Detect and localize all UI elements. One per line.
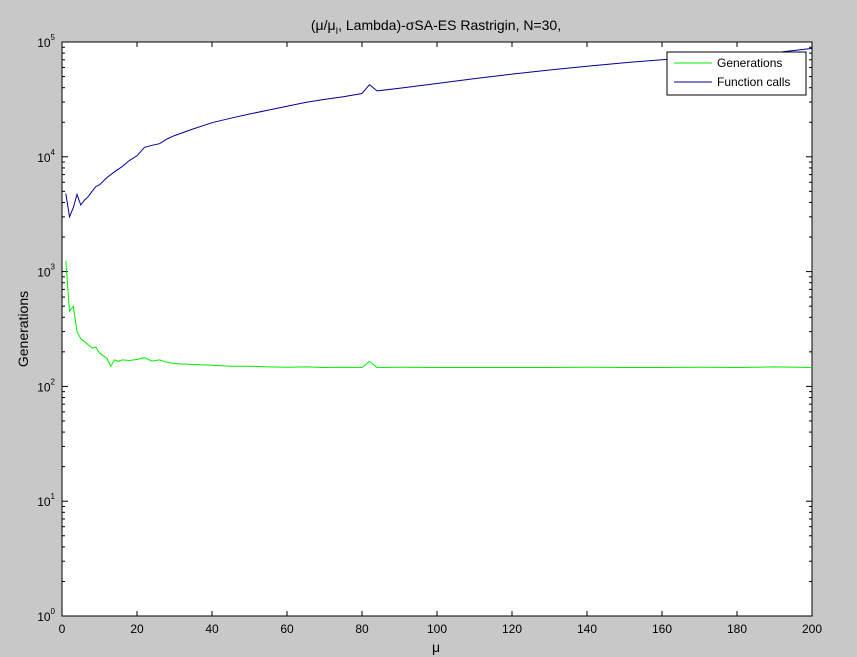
title-suffix: , Lambda)-σSA-ES Rastrigin, N=30, [338, 17, 561, 33]
x-tick-label: 200 [802, 622, 822, 636]
x-tick-label: 140 [577, 622, 597, 636]
axes: 0 20 40 60 80 100 120 140 160 180 200 100 101 102 103 1… [37, 33, 822, 636]
legend-box [666, 51, 807, 96]
chart-title: (μ/μI, Lambda)-σSA-ES Rastrigin, N=30, [311, 17, 561, 36]
x-tick-label: 0 [59, 622, 66, 636]
legend-label-generations: Generations [717, 56, 782, 70]
x-tick-label: 120 [502, 622, 522, 636]
legend-label-function-calls: Function calls [717, 75, 790, 89]
x-tick-label: 180 [727, 622, 747, 636]
y-tick-label: 102 [37, 377, 55, 394]
y-tick-label: 103 [37, 263, 55, 280]
y-tick-label: 101 [37, 492, 55, 509]
series-line-function-calls [65, 47, 813, 219]
x-tick-label: 60 [280, 622, 294, 636]
y-axis-label: Generations [15, 291, 31, 367]
legend: Generations Function calls [666, 51, 807, 96]
series-layer [65, 47, 813, 369]
x-tick-label: 40 [205, 622, 219, 636]
plot-area [61, 41, 813, 617]
series-line-generations [65, 260, 813, 369]
y-tick-label: 100 [37, 607, 55, 624]
x-tick-label: 20 [130, 622, 144, 636]
title-prefix: (μ/μ [311, 17, 336, 33]
x-tick-label: 160 [652, 622, 672, 636]
x-axis-label: μ [432, 639, 440, 655]
y-tick-label: 104 [37, 148, 55, 165]
x-tick-label: 100 [427, 622, 447, 636]
title-subscript: I [336, 26, 339, 36]
x-tick-label: 80 [355, 622, 369, 636]
y-tick-label: 105 [37, 33, 55, 50]
